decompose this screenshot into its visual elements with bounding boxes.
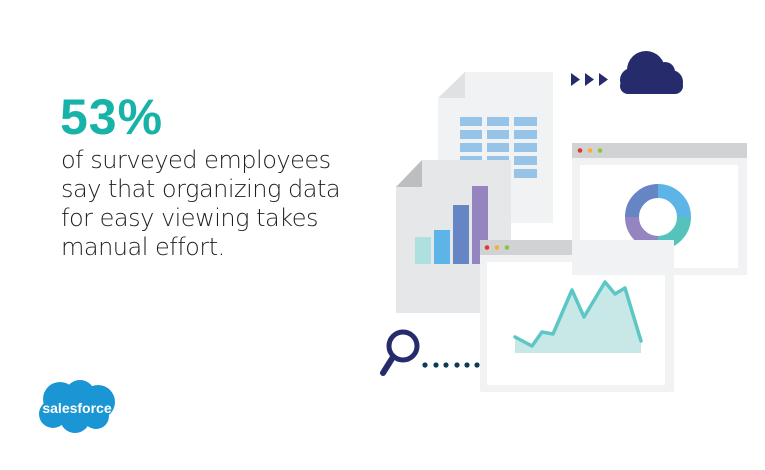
description-line: of surveyed employees (61, 146, 331, 174)
description-line: say that organizing data (61, 175, 341, 203)
cloud-icon (620, 51, 683, 94)
logo-text: salesforce (42, 400, 111, 416)
area-chart-window-icon (480, 240, 674, 392)
magnifier-icon (380, 329, 480, 376)
arrows-icon (571, 73, 608, 86)
headline-description: of surveyed employees say that organizin… (61, 146, 341, 262)
description-line: for easy viewing takes (61, 204, 319, 232)
headline-stat: 53% (60, 89, 164, 145)
bar (434, 230, 450, 264)
bar (415, 237, 431, 264)
salesforce-logo: salesforce (39, 380, 115, 433)
description-line: manual effort. (61, 233, 225, 261)
bar (453, 205, 469, 264)
